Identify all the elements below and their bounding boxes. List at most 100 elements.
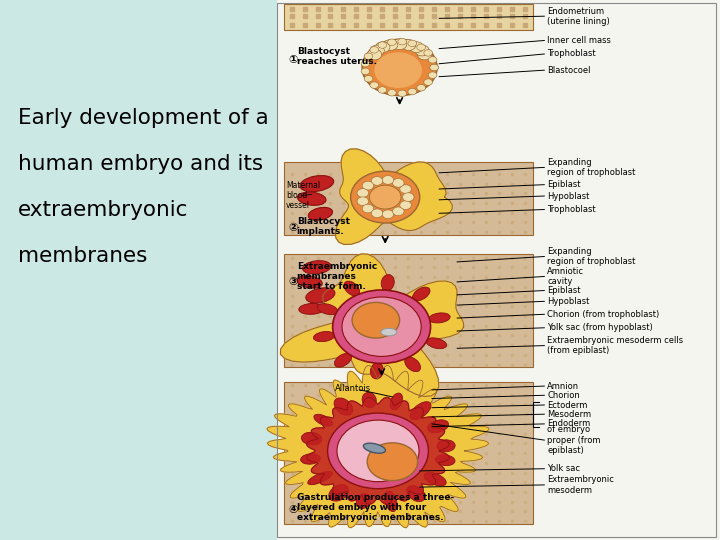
Circle shape — [408, 40, 417, 46]
Ellipse shape — [356, 494, 371, 509]
Text: Early development of a: Early development of a — [18, 108, 269, 128]
Text: Hypoblast: Hypoblast — [547, 192, 590, 200]
Circle shape — [378, 42, 387, 48]
Text: Maternal
blood
vessel: Maternal blood vessel — [286, 180, 320, 211]
Ellipse shape — [437, 440, 455, 452]
Text: Blastocoel: Blastocoel — [547, 66, 590, 75]
Circle shape — [417, 85, 426, 91]
Polygon shape — [281, 254, 464, 396]
Circle shape — [361, 68, 370, 75]
Ellipse shape — [364, 443, 385, 453]
Circle shape — [369, 185, 401, 209]
Text: human embryo and its: human embryo and its — [18, 154, 263, 174]
Circle shape — [417, 44, 426, 50]
Circle shape — [398, 38, 407, 45]
Circle shape — [342, 297, 421, 356]
Text: Chorion: Chorion — [547, 391, 580, 400]
Text: Blastocyst
implants.: Blastocyst implants. — [297, 217, 350, 237]
Text: membranes: membranes — [18, 246, 148, 266]
Circle shape — [367, 443, 418, 481]
Circle shape — [400, 201, 411, 210]
Circle shape — [370, 82, 379, 89]
Text: Gastrulation produces a three-
layered embryo with four
extraembryonic membranes: Gastrulation produces a three- layered e… — [297, 492, 454, 523]
Ellipse shape — [413, 287, 430, 301]
Ellipse shape — [424, 472, 446, 486]
Text: Extraembryonic mesoderm cells
(from epiblast): Extraembryonic mesoderm cells (from epib… — [547, 336, 683, 355]
Circle shape — [376, 42, 390, 52]
Ellipse shape — [306, 288, 335, 303]
Text: Allantois: Allantois — [335, 384, 371, 393]
Circle shape — [370, 46, 379, 53]
Text: Epiblast: Epiblast — [547, 180, 581, 189]
Circle shape — [430, 64, 438, 71]
Bar — [284, 162, 533, 235]
Circle shape — [387, 90, 396, 96]
Text: Yolk sac: Yolk sac — [547, 464, 580, 473]
Circle shape — [372, 177, 383, 185]
Text: Endometrium
(uterine lining): Endometrium (uterine lining) — [547, 6, 610, 26]
Ellipse shape — [302, 261, 331, 274]
Circle shape — [357, 188, 369, 197]
Text: ①: ① — [288, 56, 297, 65]
Circle shape — [402, 193, 414, 201]
Ellipse shape — [334, 353, 351, 367]
Text: of embryo
proper (from
epiblast): of embryo proper (from epiblast) — [547, 425, 600, 455]
Polygon shape — [307, 397, 449, 504]
Circle shape — [328, 413, 428, 489]
Ellipse shape — [370, 363, 384, 379]
Circle shape — [337, 420, 419, 482]
Bar — [284, 382, 533, 524]
Text: Hypoblast: Hypoblast — [547, 297, 590, 306]
Circle shape — [364, 76, 373, 82]
Circle shape — [378, 87, 387, 93]
Circle shape — [400, 185, 411, 193]
Ellipse shape — [410, 402, 431, 420]
Circle shape — [367, 49, 382, 60]
Text: Mesoderm: Mesoderm — [547, 410, 591, 418]
Text: extraembryonic: extraembryonic — [18, 200, 189, 220]
Bar — [284, 4, 533, 30]
Ellipse shape — [384, 491, 397, 511]
Circle shape — [430, 64, 438, 71]
Circle shape — [424, 79, 433, 85]
Text: Trophoblast: Trophoblast — [547, 205, 596, 214]
Text: Ectoderm: Ectoderm — [547, 401, 588, 409]
Circle shape — [424, 50, 433, 56]
Text: Blastocyst
reaches uterus.: Blastocyst reaches uterus. — [297, 47, 377, 66]
Circle shape — [392, 207, 404, 215]
Text: Chorion (from trophoblast): Chorion (from trophoblast) — [547, 310, 660, 319]
Circle shape — [364, 53, 373, 59]
Ellipse shape — [300, 176, 333, 192]
Bar — [284, 254, 533, 367]
Ellipse shape — [436, 455, 455, 465]
Text: Inner cell mass: Inner cell mass — [547, 36, 611, 45]
Circle shape — [370, 45, 384, 56]
Circle shape — [415, 45, 429, 56]
Text: Expanding
region of trophoblast: Expanding region of trophoblast — [547, 158, 636, 177]
Circle shape — [408, 89, 417, 95]
Circle shape — [357, 197, 369, 206]
Ellipse shape — [301, 454, 320, 464]
Circle shape — [382, 176, 394, 184]
Ellipse shape — [314, 414, 333, 426]
Circle shape — [383, 39, 397, 50]
Text: Extraembryonic
membranes
start to form.: Extraembryonic membranes start to form. — [297, 261, 377, 292]
Bar — [277, 0, 720, 540]
Circle shape — [372, 209, 383, 218]
Circle shape — [362, 39, 437, 96]
Ellipse shape — [313, 332, 335, 342]
Ellipse shape — [362, 393, 377, 408]
Text: Amniotic
cavity: Amniotic cavity — [547, 267, 584, 286]
Circle shape — [428, 72, 437, 78]
Ellipse shape — [344, 281, 359, 296]
Circle shape — [392, 39, 407, 50]
Circle shape — [362, 204, 374, 213]
Text: ③: ③ — [288, 277, 297, 287]
Text: Yolk sac (from hypoblast): Yolk sac (from hypoblast) — [547, 323, 653, 332]
Text: Trophoblast: Trophoblast — [547, 50, 596, 58]
Circle shape — [361, 60, 370, 67]
Text: ④: ④ — [288, 505, 297, 515]
Text: Amnion: Amnion — [547, 382, 580, 390]
Circle shape — [418, 49, 432, 60]
Circle shape — [352, 302, 400, 338]
